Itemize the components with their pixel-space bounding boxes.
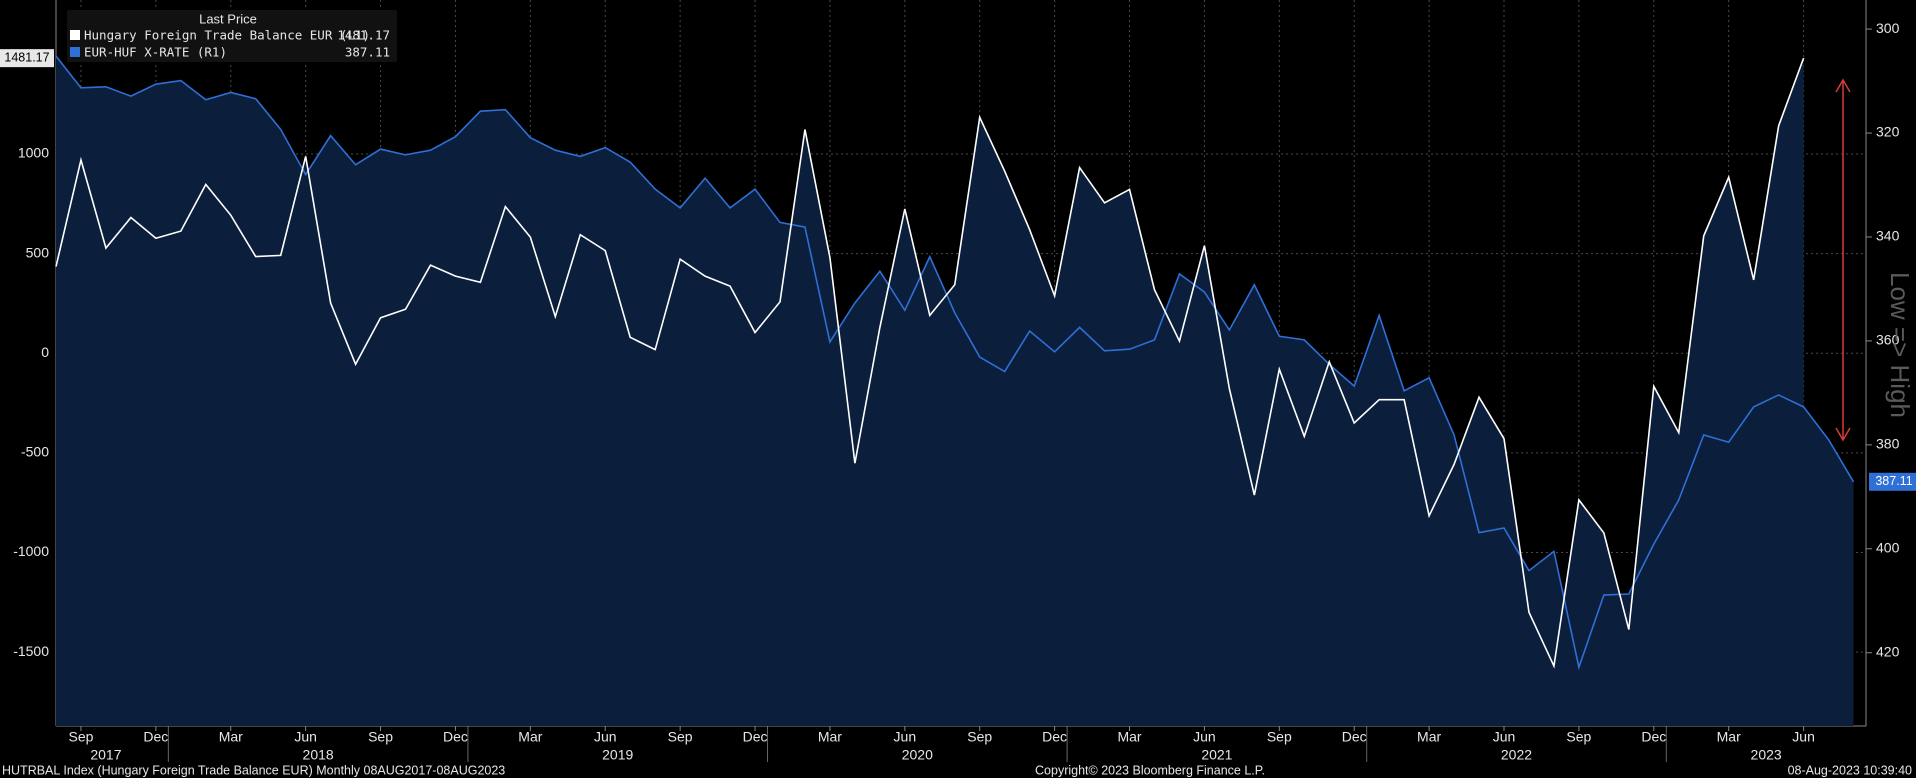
y2-tick-label: 400 [1876,539,1900,555]
legend-title: Last Price [199,11,257,26]
series-line [55,57,1805,669]
legend-value: 387.11 [345,45,390,60]
y-tick-label: 0 [41,344,49,360]
x-year-label: 2021 [1201,747,1232,763]
y2-tick-label: 300 [1876,20,1900,36]
x-year-label: 2019 [602,747,633,763]
legend-swatch [70,30,80,40]
x-tick-label: Jun [1792,729,1815,745]
y-tick-label: -1000 [13,543,49,559]
x-tick-label: Mar [219,729,243,745]
series-area [56,56,1854,727]
legend-label: Hungary Foreign Trade Balance EUR (L1) [84,28,370,43]
x-year-label: 2023 [1751,747,1782,763]
y2-tick-label: 340 [1876,228,1900,244]
x-year-label: 2020 [902,747,933,763]
y-tick-label: 1000 [18,145,49,161]
x-tick-label: Dec [743,729,768,745]
x-tick-label: Sep [368,729,393,745]
x-year-label: 2018 [303,747,334,763]
x-tick-label: Jun [594,729,617,745]
x-year-label: 2017 [90,747,121,763]
x-tick-label: Mar [518,729,542,745]
x-tick-label: Dec [443,729,468,745]
x-tick-label: Sep [69,729,94,745]
footer-source: HUTRBAL Index (Hungary Foreign Trade Bal… [2,763,505,777]
x-tick-label: Dec [1342,729,1367,745]
y2-tick-label: 320 [1876,124,1900,140]
x-tick-label: Dec [143,729,168,745]
x-tick-label: Mar [818,729,842,745]
y2-tick-label: 420 [1876,643,1900,659]
y2-tick-label: 360 [1876,332,1900,348]
x-tick-label: Jun [894,729,917,745]
x-tick-label: Sep [967,729,992,745]
last-value-tag [1869,472,1916,491]
legend-box [67,10,397,62]
y-tick-label: -1500 [13,643,49,659]
legend-swatch [70,47,80,57]
legend-label: EUR-HUF X-RATE (R1) [84,45,227,60]
x-tick-label: Jun [1493,729,1516,745]
last-value-label: 387.11 [1875,474,1912,488]
y2-tick-label: 380 [1876,436,1900,452]
legend-value: 1481.17 [337,28,390,43]
x-tick-label: Sep [668,729,693,745]
y-tick-label: -500 [21,444,49,460]
y-tick-label: 500 [26,244,50,260]
x-tick-label: Dec [1042,729,1067,745]
x-tick-label: Jun [294,729,317,745]
x-tick-label: Mar [1417,729,1441,745]
footer-timestamp: 08-Aug-2023 10:39:40 [1788,763,1912,777]
arrow-heads [1835,78,1851,442]
last-value-tag [0,49,54,68]
x-tick-label: Sep [1267,729,1292,745]
x-year-label: 2022 [1501,747,1532,763]
series-line [55,55,1855,671]
x-tick-label: Dec [1641,729,1666,745]
x-tick-label: Jun [1193,729,1216,745]
x-tick-label: Mar [1717,729,1741,745]
x-tick-label: Sep [1566,729,1591,745]
plot-area: -1500 -1000 -500 0 500 1000 Sep Dec Mar Jun Sep Dec… [13,0,1900,763]
last-value-label: 1481.17 [4,50,49,64]
footer-copyright: Copyright© 2023 Bloomberg Finance L.P. [1035,763,1265,777]
y2-axis-label: Low => High [1885,272,1915,418]
x-tick-label: Mar [1117,729,1141,745]
